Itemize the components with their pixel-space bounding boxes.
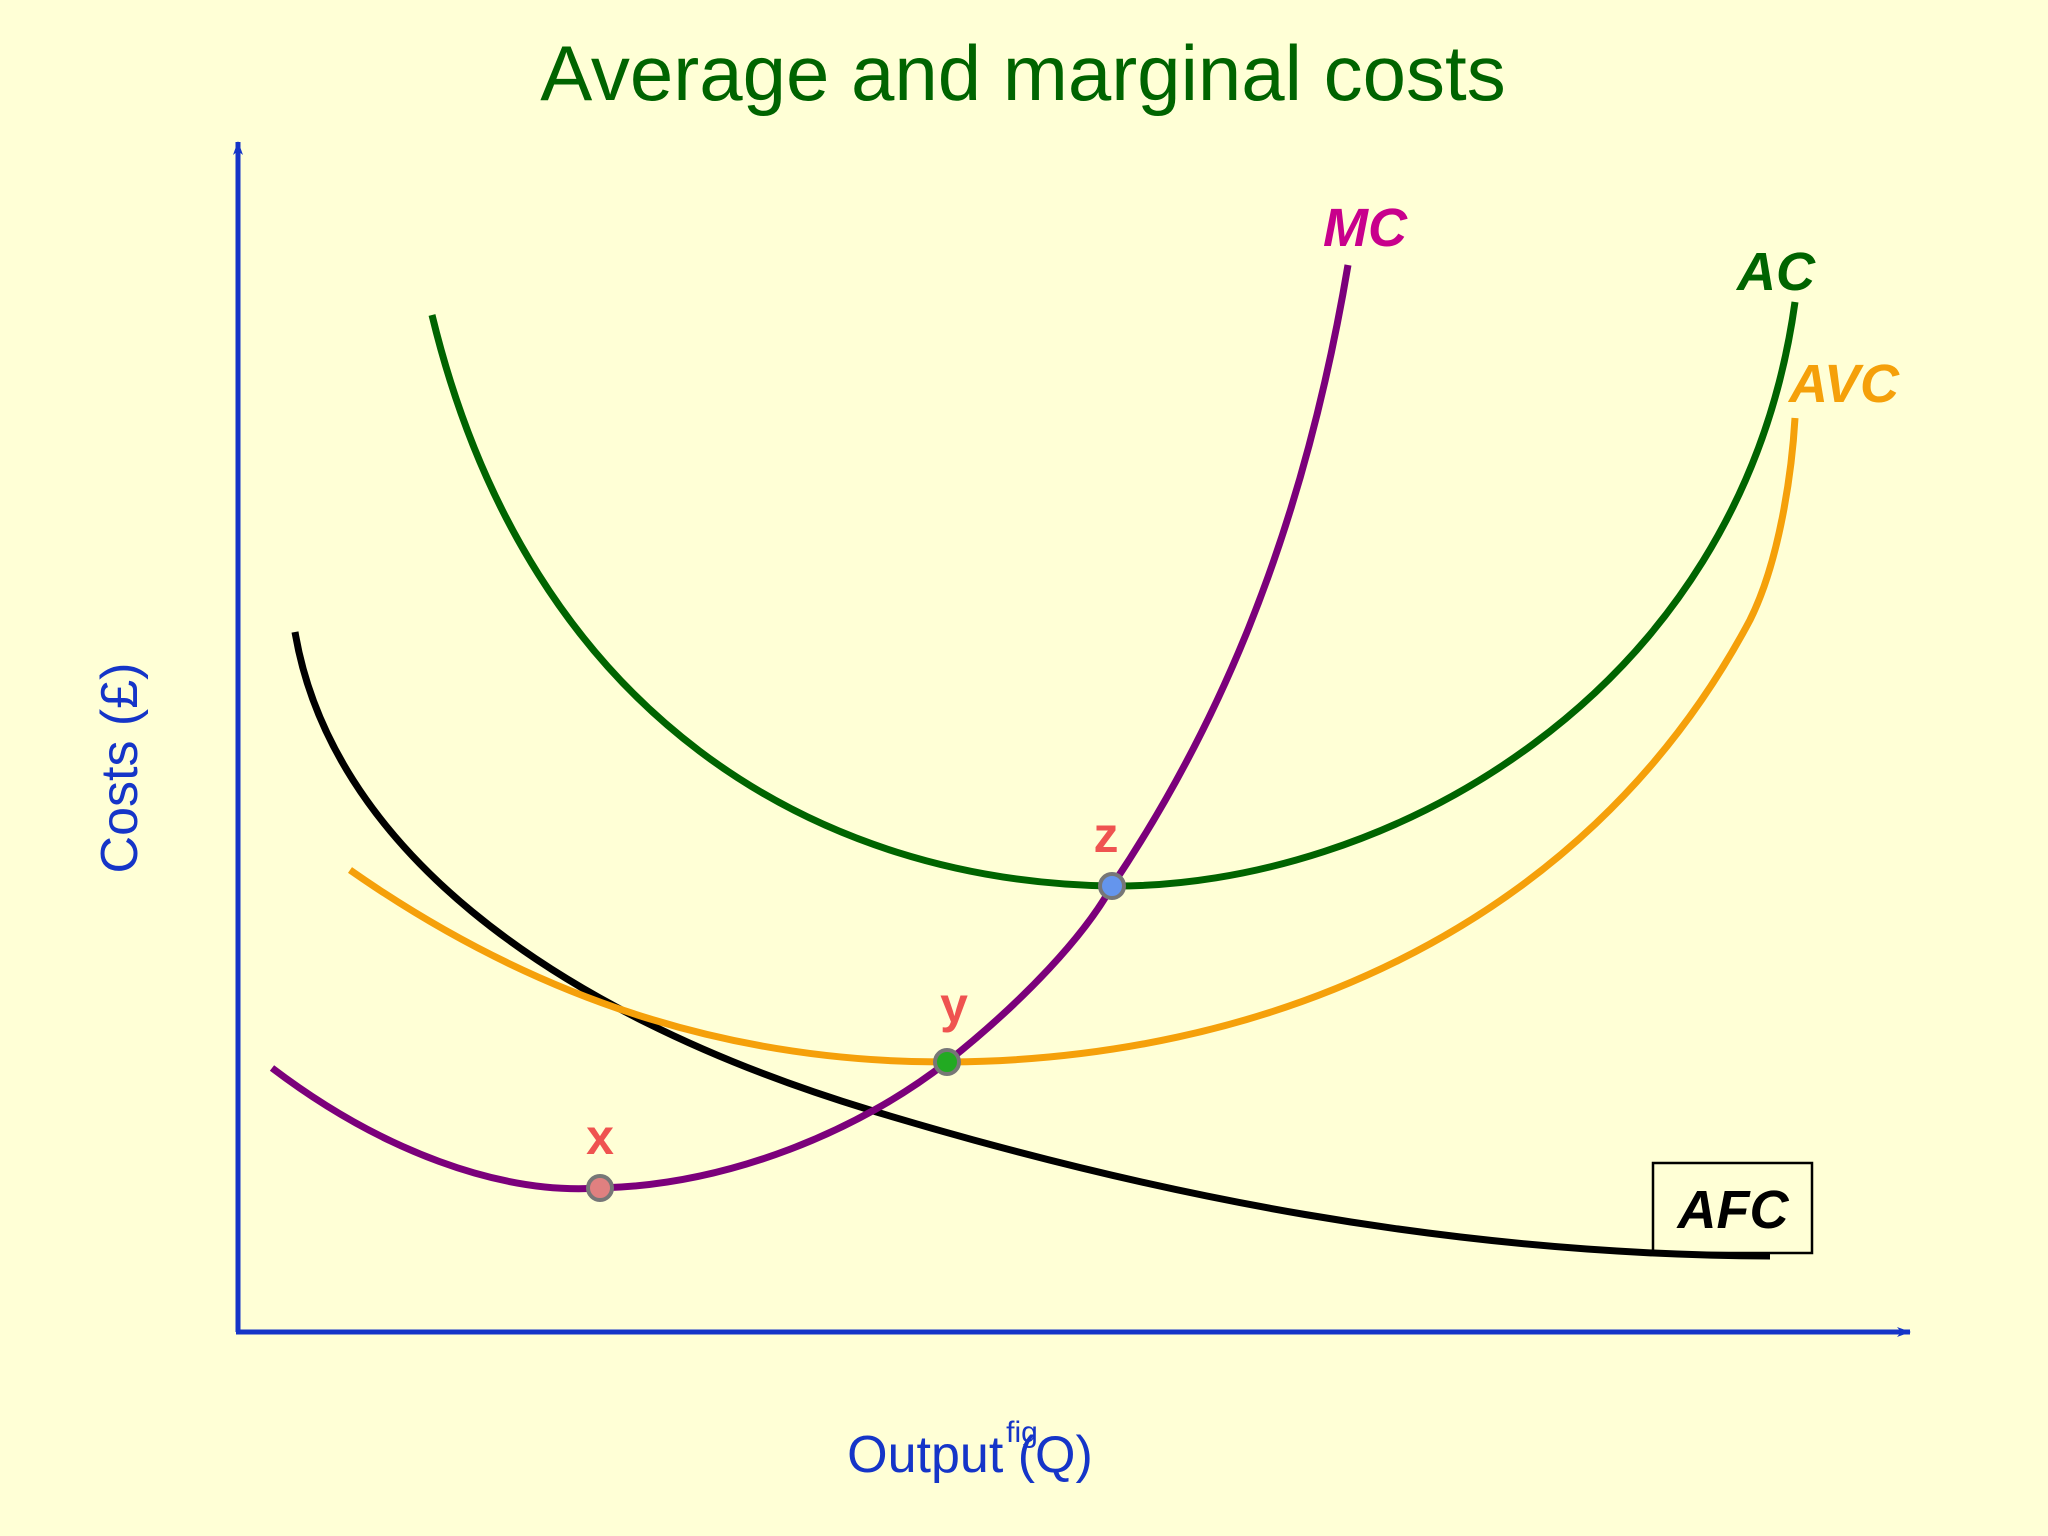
point-y-label: y <box>940 977 968 1033</box>
fig-marker: fig <box>1006 1416 1038 1449</box>
point-z <box>1098 872 1126 900</box>
avc-label: AVC <box>1787 354 1900 414</box>
point-x <box>586 1174 614 1202</box>
diagram-title: Average and marginal costs <box>540 29 1505 117</box>
y-axis-label: Costs (£) <box>91 663 149 874</box>
afc-curve <box>291 631 1771 1260</box>
point-x-label: x <box>586 1109 614 1165</box>
point-y <box>933 1048 961 1076</box>
avc-curve <box>347 417 1799 1066</box>
mc-label: MC <box>1323 198 1408 258</box>
ac-curve <box>428 301 1799 890</box>
x-axis-label: Output (Q) <box>847 1426 1093 1484</box>
ac-label: AC <box>1735 242 1816 302</box>
afc-label: AFC <box>1676 1180 1790 1240</box>
afc-label-box <box>1651 1161 1814 1255</box>
point-z-label: z <box>1094 807 1119 863</box>
